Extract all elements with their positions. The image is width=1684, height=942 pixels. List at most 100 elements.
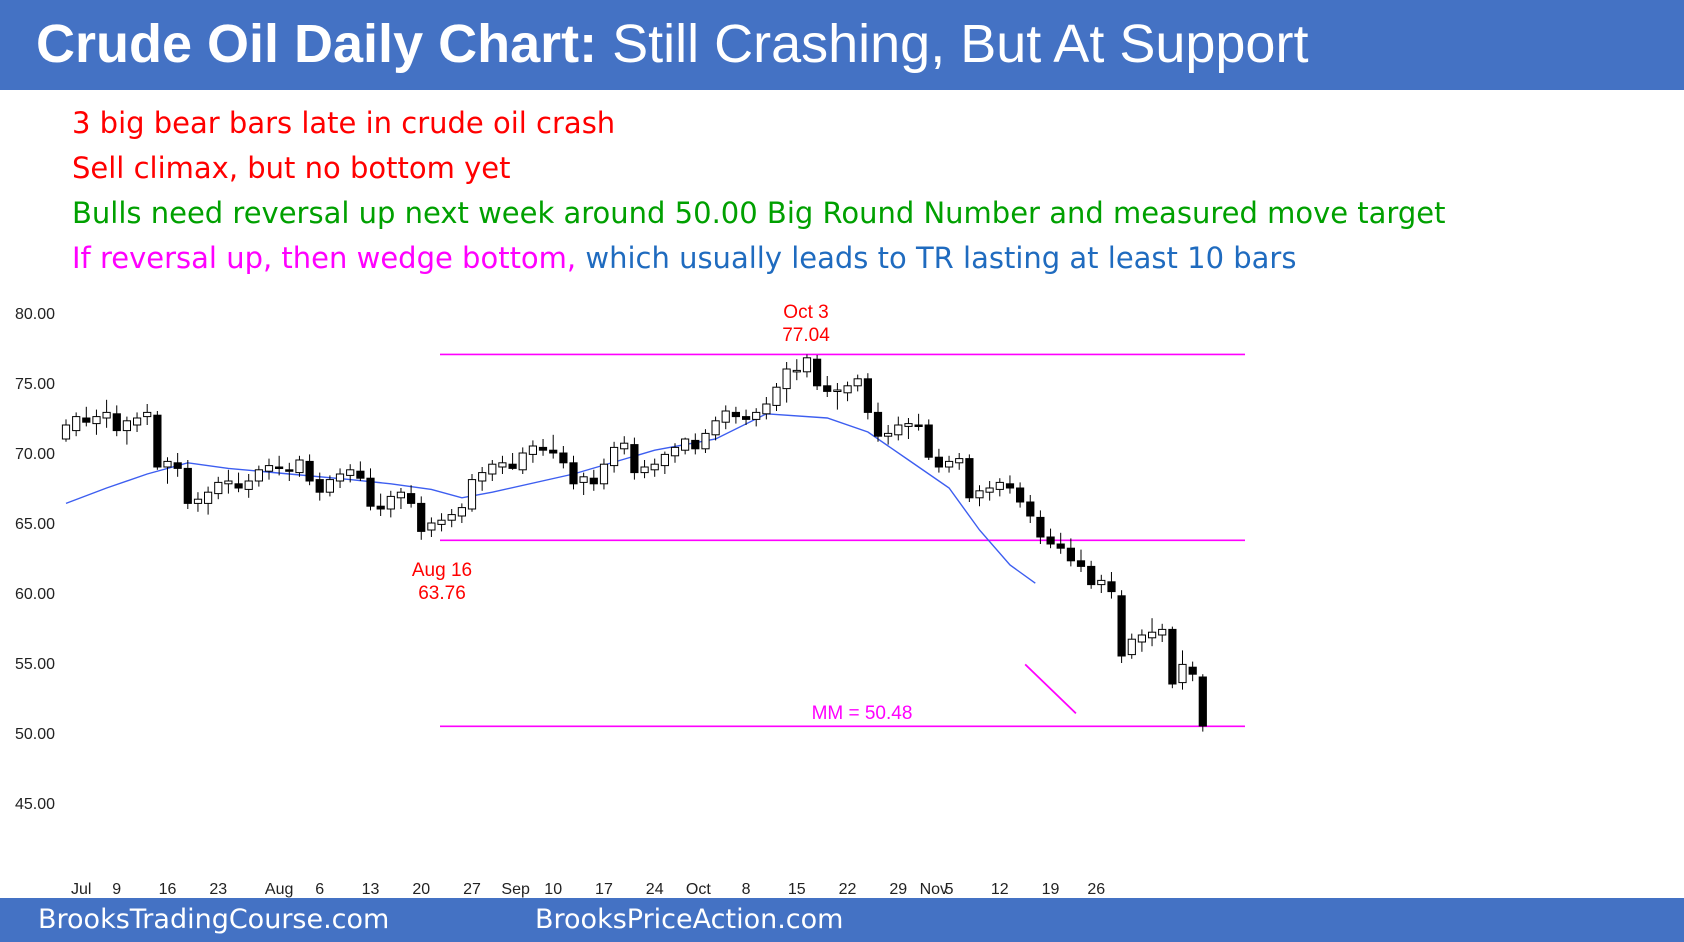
x-axis-tick-label: 24 (646, 881, 664, 898)
bull-candle (792, 369, 801, 373)
x-axis-tick-label: 26 (1087, 881, 1105, 898)
bear-candle (823, 385, 832, 392)
bull-candle (802, 357, 812, 373)
x-axis-tick-label: 12 (991, 881, 1009, 898)
bear-candle (1056, 543, 1065, 549)
title-bar: Crude Oil Daily Chart: Still Crashing, B… (0, 0, 1684, 90)
y-axis-tick-label: 80.00 (15, 306, 55, 323)
bull-candle (833, 389, 842, 392)
bull-candle (640, 466, 649, 474)
bear-candle (1198, 676, 1207, 727)
y-axis-tick-label: 75.00 (15, 376, 55, 393)
y-axis-tick-label: 45.00 (15, 796, 55, 813)
bull-candle (853, 378, 862, 387)
bull-candle (985, 487, 994, 493)
x-axis-tick-label: Jul (71, 881, 91, 898)
bull-candle (254, 469, 264, 482)
bull-candle (711, 420, 720, 436)
bull-candle (478, 472, 487, 482)
bear-candle (1066, 547, 1076, 562)
annotation-high-date: Oct 3 (783, 302, 828, 323)
x-axis-tick-label: Aug (265, 881, 293, 898)
x-axis-tick-label: 6 (315, 881, 324, 898)
bear-candle (691, 439, 700, 450)
y-axis-tick-label: 55.00 (15, 656, 55, 673)
bear-candle (924, 424, 933, 458)
x-axis-tick-label: 23 (209, 881, 227, 898)
bull-candle (772, 386, 781, 406)
bear-candle (731, 411, 740, 418)
bull-candle (325, 479, 334, 493)
bull-candle (721, 410, 730, 423)
bull-candle (488, 463, 497, 475)
bear-candle (630, 444, 639, 474)
bear-candle (315, 479, 324, 493)
bull-candle (843, 385, 852, 394)
annotation-high-value: 77.04 (782, 325, 830, 346)
bear-candle (1016, 487, 1025, 503)
y-axis-tick-label: 65.00 (15, 516, 55, 533)
annotation-low-date: Aug 16 (412, 560, 472, 581)
wedge-trend-line (1024, 663, 1077, 715)
bear-candle (863, 378, 872, 413)
bull-candle (427, 522, 436, 531)
note-line-4-part-1: If reversal up, then wedge bottom, (72, 241, 577, 275)
bear-candle (914, 424, 923, 427)
candlestick-chart: 80.00 75.00 70.00 65.00 60.00 55.00 50.00 45.00… (15, 302, 1245, 898)
bear-candle (366, 477, 375, 507)
bear-candle (559, 452, 568, 464)
footer-link-trading-course[interactable]: BrooksTradingCourse.com (38, 904, 390, 935)
bull-candle (295, 459, 304, 474)
bull-candle (467, 479, 477, 510)
bull-candle (620, 442, 629, 450)
bull-candle (346, 469, 355, 476)
bull-candle (224, 480, 233, 485)
bear-candle (1087, 565, 1096, 586)
bull-candle (244, 480, 253, 490)
bull-candle (447, 514, 456, 521)
bear-candle (742, 416, 751, 420)
y-axis-tick-label: 50.00 (15, 726, 55, 743)
bear-candle (813, 358, 822, 387)
x-axis-tick-label: 13 (362, 881, 380, 898)
annotation-low-value: 63.76 (418, 583, 466, 604)
bear-candle (285, 469, 294, 472)
bull-candle (752, 411, 761, 420)
bull-candle (264, 465, 274, 472)
bear-candle (1168, 628, 1177, 685)
bull-candle (599, 463, 609, 485)
bull-candle (193, 498, 203, 504)
x-axis-tick-label: Oct (686, 881, 711, 898)
note-line-2: Sell climax, but no bottom yet (72, 151, 511, 185)
bull-candle (457, 507, 466, 517)
bull-candle (518, 452, 527, 471)
bear-candle (965, 458, 974, 499)
bear-candle (234, 483, 243, 489)
bull-candle (528, 445, 537, 455)
bear-candle (173, 462, 182, 469)
page-title: Crude Oil Daily Chart: Still Crashing, B… (36, 12, 1308, 76)
bull-candle (1158, 628, 1167, 636)
bull-candle (386, 495, 395, 510)
bear-candle (538, 446, 548, 451)
bull-candle (904, 423, 913, 427)
bull-candle (498, 462, 507, 468)
x-axis-tick-label: 22 (839, 881, 857, 898)
bear-candle (82, 417, 91, 423)
y-axis-tick-label: 60.00 (15, 586, 55, 603)
note-line-4: If reversal up, then wedge bottom, which… (72, 240, 1296, 276)
bull-candle (1127, 638, 1136, 656)
x-axis-tick-label: 10 (544, 881, 562, 898)
bear-candle (549, 449, 558, 454)
footer-link-price-action[interactable]: BrooksPriceAction.com (535, 904, 844, 935)
bear-candle (934, 456, 943, 468)
x-axis-tick-label: Nov (920, 881, 948, 898)
bull-candle (975, 490, 984, 499)
bear-candle (589, 477, 598, 485)
bear-candle (356, 470, 365, 479)
bear-candle (112, 413, 121, 432)
moving-average-line (65, 413, 1036, 584)
page-title-bold: Crude Oil Daily Chart: (36, 14, 598, 74)
bull-candle (133, 417, 142, 426)
bull-candle (437, 519, 446, 525)
